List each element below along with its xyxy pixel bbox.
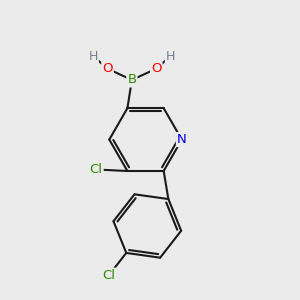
Text: B: B: [127, 74, 136, 86]
Text: Cl: Cl: [90, 163, 103, 176]
Text: N: N: [177, 133, 187, 146]
Text: O: O: [102, 62, 113, 75]
Text: H: H: [166, 50, 175, 63]
Text: H: H: [88, 50, 98, 63]
Text: Cl: Cl: [102, 269, 116, 282]
Text: O: O: [151, 62, 161, 75]
